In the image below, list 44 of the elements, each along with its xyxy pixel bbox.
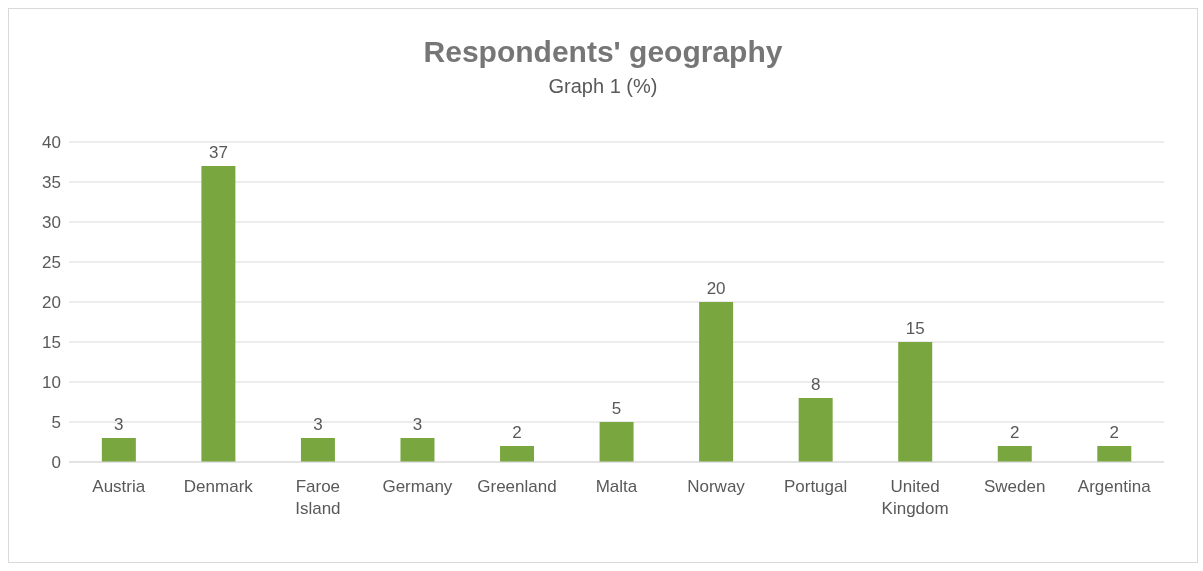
y-tick-label: 20: [42, 293, 61, 313]
bar: [201, 166, 236, 462]
y-tick-label: 35: [42, 173, 61, 193]
bar: [699, 302, 734, 462]
x-tick-label: Faroe Island: [295, 477, 341, 518]
x-tick-label: Austria: [92, 477, 146, 496]
data-label: 2: [1109, 423, 1120, 442]
x-tick-label: Greenland: [477, 477, 557, 496]
data-label: 37: [208, 143, 228, 162]
bar: [500, 446, 535, 462]
bar: [1097, 446, 1132, 462]
data-label: 3: [313, 415, 323, 434]
y-tick-label: 0: [51, 453, 61, 473]
chart-subtitle: Graph 1 (%): [547, 75, 659, 98]
data-label: 2: [1010, 423, 1020, 442]
data-label: 3: [114, 415, 124, 434]
x-tick-label: Denmark: [183, 477, 254, 496]
x-tick-label: Norway: [687, 477, 746, 496]
y-tick-label: 5: [51, 413, 61, 433]
bar: [101, 438, 136, 462]
bar: [400, 438, 435, 462]
x-tick-label: Malta: [595, 477, 638, 496]
bar: [599, 422, 634, 462]
chart-title: Respondents' geography: [422, 35, 784, 69]
x-tick-label: Germany: [382, 477, 453, 496]
x-tick-label: Argentina: [1077, 477, 1152, 496]
data-label: 2: [512, 423, 522, 442]
data-label: 8: [810, 375, 821, 394]
data-label: 20: [706, 279, 726, 298]
y-tick-label: 10: [42, 373, 61, 393]
data-label: 15: [905, 319, 925, 338]
data-label: 5: [611, 399, 622, 418]
x-tick-label: Sweden: [983, 477, 1046, 496]
y-tick-label: 30: [42, 213, 61, 233]
bar: [898, 342, 933, 462]
bar: [997, 446, 1032, 462]
y-tick-label: 40: [42, 133, 61, 153]
y-tick-label: 15: [42, 333, 61, 353]
bar: [300, 438, 335, 462]
x-tick-label: United Kingdom: [881, 477, 949, 518]
data-label: 3: [412, 415, 423, 434]
y-tick-label: 25: [42, 253, 61, 273]
bar: [798, 398, 833, 462]
x-tick-label: Portugal: [783, 477, 848, 496]
